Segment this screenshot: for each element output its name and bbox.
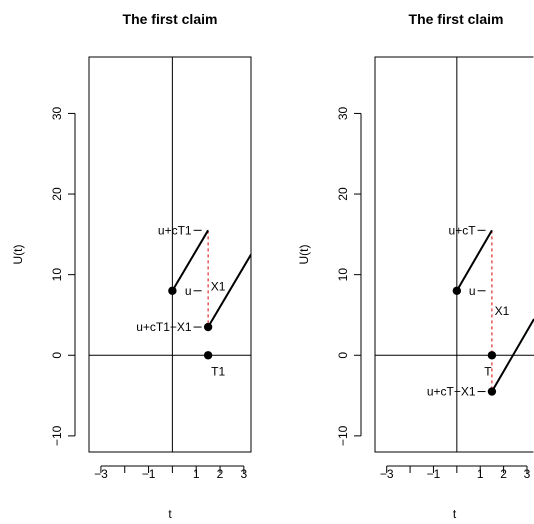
data-point [168,286,177,295]
x-tick-label: −1 [142,467,156,481]
annotation-label: X1 [211,280,226,294]
x-tick-label: 1 [193,467,200,481]
axis-mark-label: u+cT [449,223,477,237]
x-tick-label: 2 [217,467,224,481]
y-tick-label: 10 [336,268,350,282]
data-point [203,351,213,360]
x-tick-label: 3 [241,467,248,481]
plot-area [89,57,251,452]
plot-frame [88,56,252,453]
x-axis-label: t [453,507,457,521]
y-tick-label: 10 [50,268,64,282]
y-tick-label: 0 [50,352,64,359]
x-tick-label: −3 [380,467,394,481]
chart-panel-1: The first claim −10 0 10 20 30 −3 −1 1 2 3 t U(t) u+c… [11,11,252,521]
axis-mark-label: u [185,284,192,298]
x-axis-label: t [168,507,172,521]
annotation-label: T1 [211,364,225,378]
axis-mark-label: u+cT1 [158,223,192,237]
axis-mark-label: u+cT1−X1 [136,320,192,334]
surplus-segment-2 [491,318,534,393]
data-point [452,286,462,295]
x-tick-label: 1 [477,467,484,481]
y-tick-label: 20 [50,187,64,201]
surplus-segment-1 [171,229,209,292]
y-tick-label: −10 [50,425,64,446]
y-tick-label: 20 [336,187,350,201]
axis-mark-label: u [469,284,476,298]
data-point [487,387,497,396]
x-tick-label: 3 [524,467,531,481]
chart-title: The first claim [123,11,218,27]
plot-area [375,57,534,452]
chart-panel-2: The first claim −10 0 10 20 30 −3 −1 1 2 3 t U(t) u+c… [297,11,534,521]
x-tick-label: −3 [94,467,108,481]
y-tick-label: 0 [336,352,350,359]
x-tick-label: −1 [427,467,441,481]
y-axis-label: U(t) [297,245,311,265]
data-point [203,322,213,332]
y-axis-label: U(t) [11,245,25,265]
data-point [487,351,497,360]
plot-frame [374,56,534,453]
surplus-segment-1 [455,229,493,292]
x-tick-label: 2 [500,467,507,481]
annotation-label: T [484,364,492,378]
y-tick-label: −10 [336,425,350,446]
y-tick-label: 30 [336,106,350,120]
annotation-label: X1 [495,304,510,318]
axis-mark-label: u+cT−X1 [427,385,476,399]
y-tick-label: 30 [50,106,64,120]
chart-title: The first claim [409,11,504,27]
surplus-segment-2 [207,253,251,328]
